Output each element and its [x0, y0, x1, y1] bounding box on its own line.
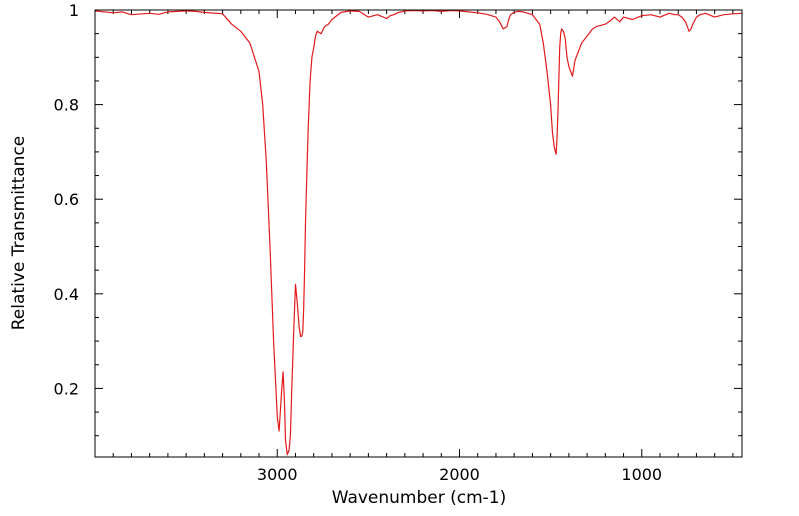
y-tick-label: 0.4	[54, 285, 79, 304]
y-tick-label: 0.6	[54, 190, 79, 209]
major-ticks	[95, 9, 742, 457]
y-tick-label: 1	[69, 1, 79, 20]
minor-ticks	[95, 10, 742, 457]
x-axis-label: Wavenumber (cm-1)	[332, 488, 507, 508]
x-tick-label: 2000	[439, 465, 480, 484]
x-tick-labels: 3000 2000 1000	[257, 465, 662, 484]
y-tick-label: 0.8	[54, 96, 79, 115]
y-tick-label: 0.2	[54, 379, 79, 398]
x-tick-label: 3000	[257, 465, 298, 484]
x-tick-label: 1000	[621, 465, 662, 484]
series-layer	[94, 9, 743, 456]
y-axis-label: Relative Transmittance	[9, 136, 29, 331]
spectrum-line	[94, 9, 743, 456]
y-tick-labels: 0.2 0.4 0.6 0.8 1	[54, 1, 79, 398]
plot-frame	[94, 9, 743, 458]
